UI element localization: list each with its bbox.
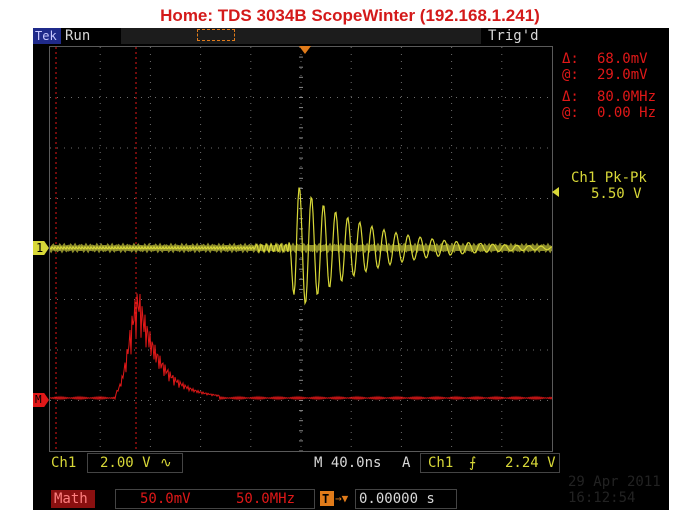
ch1-marker-label: 1 bbox=[36, 241, 44, 255]
cursor-delta-f: 80.0MHz bbox=[597, 89, 657, 105]
ch1-label: Ch1 bbox=[51, 455, 77, 471]
trigger-mode: A bbox=[402, 455, 411, 471]
trigger-box[interactable]: Ch1 ⨍ 2.24 V bbox=[420, 453, 560, 473]
page-title: Home: TDS 3034B ScopeWinter (192.168.1.2… bbox=[160, 6, 540, 25]
waveform-area bbox=[49, 46, 553, 452]
trigger-state: Trig'd bbox=[488, 28, 539, 44]
horizontal-position: 0.00000 s bbox=[359, 491, 435, 507]
ch1-ground-marker[interactable]: 1 bbox=[33, 241, 49, 255]
ac-coupling-icon: ∿ bbox=[160, 455, 172, 471]
ch1-volts-div: 2.00 V bbox=[100, 455, 151, 471]
cursor-at-f: 0.00 Hz bbox=[597, 105, 657, 121]
math-marker-label: M bbox=[35, 393, 42, 406]
rising-edge-icon: ⨍ bbox=[469, 455, 477, 471]
oscilloscope-display: Tek Run Trig'd 1 M Δ: 6 bbox=[33, 28, 669, 510]
record-window-icon bbox=[197, 29, 235, 41]
trigger-source: Ch1 bbox=[428, 455, 454, 471]
math-info-bar: Math 50.0mV 50.0MHz T →▼ 0.00000 s bbox=[33, 488, 669, 510]
trigger-position-icon[interactable] bbox=[299, 46, 311, 56]
measurement-label: Ch1 Pk-Pk bbox=[571, 170, 647, 186]
ch1-waveform bbox=[50, 187, 552, 306]
date: 29 Apr 2011 bbox=[568, 474, 661, 490]
measurement-marker-icon bbox=[552, 187, 559, 197]
cursor-at-f-symbol: @: bbox=[562, 105, 579, 121]
math-scale: 50.0mV bbox=[140, 491, 191, 507]
trigger-level: 2.24 V bbox=[505, 455, 556, 471]
time: 16:12:54 bbox=[568, 490, 636, 506]
timebase[interactable]: M 40.0ns bbox=[314, 455, 382, 471]
cursor-delta-f-symbol: Δ: bbox=[562, 89, 579, 105]
cursor-at-v: 29.0mV bbox=[597, 67, 648, 83]
channel-info-bar: Ch1 2.00 V ∿ M 40.0ns A Ch1 ⨍ 2.24 V bbox=[33, 452, 669, 474]
math-ground-marker[interactable]: M bbox=[33, 393, 49, 407]
math-label: Math bbox=[54, 491, 88, 507]
math-waveform bbox=[50, 293, 552, 401]
math-scale-box[interactable]: 50.0mV 50.0MHz bbox=[115, 489, 315, 509]
cursor-at-v-symbol: @: bbox=[562, 67, 579, 83]
brand-badge: Tek bbox=[33, 28, 61, 44]
math-badge[interactable]: Math bbox=[51, 490, 95, 508]
trigger-position-label: T bbox=[322, 492, 330, 506]
trigger-arrow-icon: →▼ bbox=[335, 492, 349, 505]
cursor-delta-v-symbol: Δ: bbox=[562, 51, 579, 67]
cursor-delta-v: 68.0mV bbox=[597, 51, 648, 67]
measurement-value: 5.50 V bbox=[591, 186, 642, 202]
record-view-bar bbox=[121, 28, 481, 44]
brand-label: Tek bbox=[35, 29, 57, 43]
readout-panel: Δ: 68.0mV @: 29.0mV Δ: 80.0MHz @: 0.00 H… bbox=[552, 46, 669, 452]
status-bar: Tek Run Trig'd bbox=[33, 28, 669, 44]
run-state: Run bbox=[65, 28, 91, 44]
ch1-scale-box[interactable]: 2.00 V ∿ bbox=[87, 453, 183, 473]
trigger-position-badge: T bbox=[320, 491, 334, 506]
graticule bbox=[50, 47, 552, 451]
horizontal-position-box[interactable]: 0.00000 s bbox=[355, 489, 457, 509]
math-span: 50.0MHz bbox=[236, 491, 296, 507]
